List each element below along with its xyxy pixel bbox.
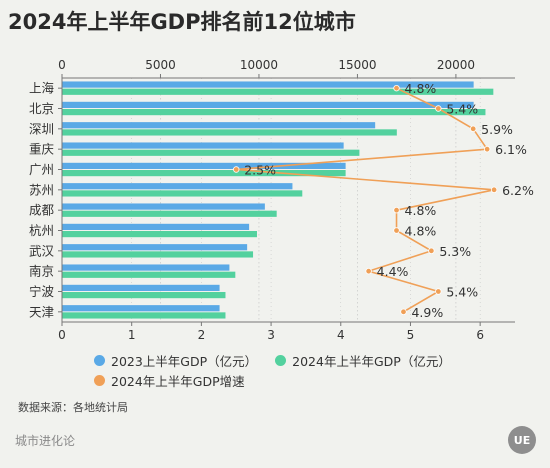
growth-label-2: 5.9% [481,122,513,137]
bottom-tick-label-3: 3 [267,328,275,342]
bar-2024-2 [62,129,397,136]
growth-label-5: 6.2% [502,183,534,198]
brand-logo: UE [508,426,536,454]
bottom-tick-label-5: 5 [407,328,415,342]
growth-point-10 [435,288,442,295]
bar-2023-3 [62,142,344,149]
legend: 2023上半年GDP（亿元） 2024年上半年GDP（亿元） 2024年上半年G… [94,350,534,390]
category-label-7: 杭州 [29,223,54,238]
growth-label-9: 4.4% [377,264,409,279]
bar-2024-11 [62,312,226,319]
bottom-tick-label-4: 4 [337,328,345,342]
legend-swatch-2023 [94,354,105,366]
bar-2023-11 [62,305,220,312]
category-label-9: 南京 [29,264,54,279]
bar-2023-9 [62,264,230,271]
bar-2024-10 [62,292,226,299]
bar-2023-7 [62,223,250,230]
growth-point-8 [428,247,435,255]
bar-2024-8 [62,251,254,258]
chart-title: 2024年上半年GDP排名前12位城市 [8,10,356,34]
growth-point-2 [469,125,477,133]
bar-line-chart: 4.8%5.4%5.9%6.1%2.5%6.2%4.8%4.8%5.3%4.4%… [29,58,534,342]
legend-item-growth: 2024年上半年GDP增速 [94,370,245,390]
category-label-2: 深圳 [29,121,54,136]
growth-label-3: 6.1% [495,142,527,157]
legend-label-2024: 2024年上半年GDP（亿元） [292,353,451,369]
brand-name: 城市进化论 [15,434,76,448]
bottom-tick-label-0: 0 [58,328,66,342]
bar-2023-10 [62,284,220,291]
top-tick-label-4: 20000 [437,58,475,72]
bar-2024-5 [62,190,303,197]
bar-2023-6 [62,203,265,210]
bar-2023-0 [62,81,474,88]
legend-label-2023: 2023上半年GDP（亿元） [111,353,258,369]
growth-label-6: 4.8% [405,203,437,218]
axes: 0 5000 10000 15000 20000 0 1 2 3 4 5 6 上海北京深圳重庆广州苏州成… [29,58,515,342]
bar-2024-3 [62,149,360,156]
bottom-tick-label-1: 1 [128,328,136,342]
category-label-3: 重庆 [29,142,55,157]
bar-2024-4 [62,170,346,177]
bar-2024-1 [62,109,486,116]
bottom-tick-label-6: 6 [476,328,484,342]
bars [62,81,494,319]
bar-2023-4 [62,162,346,169]
growth-point-3 [483,145,491,153]
growth-line: 4.8%5.4%5.9%6.1%2.5%6.2%4.8%4.8%5.3%4.4%… [233,81,534,320]
bar-2024-9 [62,271,236,278]
legend-swatch-growth [94,374,105,386]
category-label-11: 天津 [29,304,54,319]
growth-label-1: 5.4% [446,102,478,117]
bar-2024-0 [62,88,494,95]
category-label-0: 上海 [29,81,55,96]
growth-label-10: 5.4% [446,285,478,300]
bar-2023-8 [62,244,248,251]
growth-point-1 [435,105,442,112]
top-tick-label-2: 10000 [240,58,278,72]
growth-label-11: 4.9% [411,305,443,320]
growth-point-9 [365,267,372,275]
bar-2024-6 [62,210,277,217]
growth-point-0 [393,84,400,92]
data-source: 数据来源：各地统计局 [18,401,128,414]
growth-label-7: 4.8% [405,224,437,239]
top-tick-label-0: 0 [58,58,66,72]
growth-point-11 [400,308,407,316]
top-tick-label-1: 5000 [145,58,176,72]
category-label-4: 广州 [29,162,54,177]
legend-label-growth: 2024年上半年GDP增速 [111,373,245,389]
growth-label-0: 4.8% [405,81,437,96]
bar-2023-2 [62,122,376,129]
category-label-10: 宁波 [29,284,55,299]
top-tick-label-3: 15000 [338,58,376,72]
legend-item-2023: 2023上半年GDP（亿元） [94,350,257,370]
growth-point-6 [393,206,400,214]
growth-point-5 [490,186,498,194]
category-label-6: 成都 [29,203,55,218]
bar-2024-7 [62,231,257,238]
legend-item-2024: 2024年上半年GDP（亿元） [275,350,451,370]
category-label-5: 苏州 [29,182,54,197]
category-label-1: 北京 [29,101,54,116]
growth-polyline [236,87,495,313]
legend-swatch-2024 [275,354,287,366]
bottom-tick-label-2: 2 [198,328,206,342]
growth-point-7 [393,227,400,234]
growth-label-4: 2.5% [244,163,276,178]
bar-2023-5 [62,183,293,190]
growth-point-4 [233,166,240,173]
category-label-8: 武汉 [29,243,55,258]
bar-2023-1 [62,101,474,108]
growth-label-8: 5.3% [439,244,471,259]
